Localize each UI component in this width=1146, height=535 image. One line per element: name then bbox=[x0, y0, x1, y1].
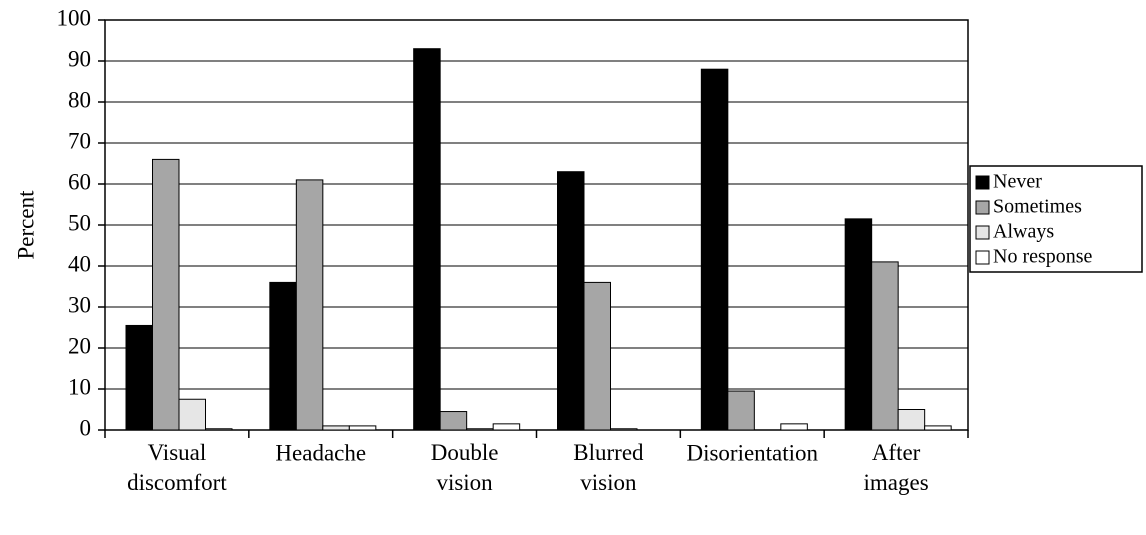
x-tick-label: After images bbox=[864, 440, 929, 495]
legend: Never Sometimes Always No response bbox=[969, 165, 1143, 273]
legend-label: No response bbox=[993, 246, 1093, 268]
bar bbox=[871, 261, 899, 431]
x-tick-label: Double vision bbox=[431, 440, 499, 495]
bar bbox=[780, 423, 808, 431]
bar bbox=[557, 171, 585, 431]
legend-swatch bbox=[975, 250, 990, 265]
bar bbox=[492, 423, 521, 431]
bar bbox=[125, 324, 153, 431]
y-tick-label: 70 bbox=[68, 128, 91, 153]
bar bbox=[152, 158, 180, 431]
x-tick-label: Visual discomfort bbox=[127, 440, 227, 495]
y-tick-label: 10 bbox=[68, 374, 91, 399]
legend-label: Always bbox=[993, 221, 1054, 243]
y-tick-label: 40 bbox=[68, 251, 91, 276]
legend-swatch bbox=[975, 175, 990, 190]
y-tick-label: 100 bbox=[57, 5, 92, 30]
bar bbox=[348, 425, 377, 431]
x-tick-label: Headache bbox=[275, 440, 366, 465]
bar bbox=[295, 179, 324, 431]
bar bbox=[583, 281, 611, 431]
bar bbox=[413, 48, 441, 431]
bar bbox=[700, 68, 729, 431]
legend-label: Never bbox=[993, 171, 1042, 193]
x-tick-label: Disorientation bbox=[686, 440, 818, 465]
bar bbox=[844, 218, 873, 431]
legend-swatch bbox=[975, 225, 990, 240]
bar bbox=[439, 411, 468, 431]
y-tick-label: 50 bbox=[68, 210, 91, 235]
bar bbox=[322, 425, 350, 431]
legend-swatch bbox=[975, 200, 990, 215]
bar bbox=[178, 398, 206, 431]
bar bbox=[897, 409, 926, 431]
bar bbox=[610, 428, 638, 431]
bar bbox=[269, 281, 297, 431]
y-tick-label: 80 bbox=[68, 87, 91, 112]
bar bbox=[205, 428, 233, 431]
y-tick-label: 20 bbox=[68, 333, 91, 358]
legend-box bbox=[969, 165, 1143, 273]
x-tick-label: Blurred vision bbox=[573, 440, 644, 495]
y-tick-label: 60 bbox=[68, 169, 91, 194]
bar bbox=[466, 428, 494, 431]
bar bbox=[924, 425, 952, 431]
legend-label: Sometimes bbox=[993, 196, 1082, 218]
y-tick-label: 30 bbox=[68, 292, 91, 317]
y-tick-label: 90 bbox=[68, 46, 91, 71]
bar bbox=[727, 390, 755, 431]
y-axis-label: Percent bbox=[13, 190, 38, 260]
y-tick-label: 0 bbox=[80, 415, 92, 440]
